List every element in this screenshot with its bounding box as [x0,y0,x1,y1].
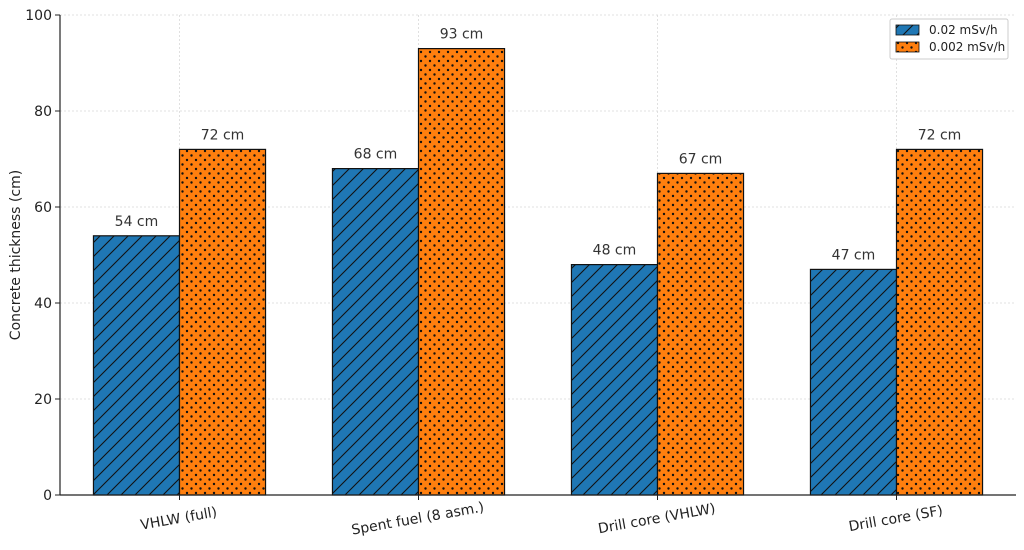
y-tick-label: 80 [34,104,52,120]
bar-value-label: 72 cm [201,127,245,143]
y-tick-label: 0 [43,488,52,504]
x-category-label: Drill core (VHLW) [597,501,717,537]
legend-box [889,18,1009,60]
bar-series-1 [331,168,420,496]
bar-series-2 [656,172,745,496]
bar-series-2 [178,148,267,496]
y-tick-label: 40 [34,296,52,312]
bars [92,47,984,496]
bar-series-2 [417,47,506,496]
y-tick-label: 100 [25,8,52,24]
bar-value-label: 93 cm [440,27,484,43]
x-category-label: VHLW (full) [139,504,218,533]
x-category-label: Spent fuel (8 asm.) [350,500,485,539]
bar-value-label: 67 cm [679,151,723,167]
bar-value-label: 68 cm [354,147,398,163]
legend-label-series-1: 0.02 mSv/h [929,23,998,37]
bar-value-label: 72 cm [918,127,962,143]
bar-series-1 [570,264,659,496]
axes [59,15,1016,496]
legend-swatch-series-1 [895,24,920,36]
x-category-label: Drill core (SF) [847,503,944,535]
bar-series-1 [809,268,898,496]
bar-value-label: 47 cm [832,247,876,263]
bar-series-1 [92,235,181,496]
bar-value-label: 48 cm [593,243,637,259]
y-tick-label: 20 [34,392,52,408]
data-labels: 54 cm 72 cm 68 cm 93 cm 48 cm 67 cm 47 cm 72 cm [115,27,962,264]
y-ticks: 0 20 40 60 80 100 [25,8,897,504]
legend-swatch-series-2 [895,41,920,53]
bar-value-label: 54 cm [115,214,159,230]
legend: 0.02 mSv/h 0.002 mSv/h [889,18,1009,60]
y-tick-label: 60 [34,200,52,216]
x-category-labels: VHLW (full) Spent fuel (8 asm.) Drill core… [139,500,944,539]
bar-series-2 [895,148,984,496]
legend-label-series-2: 0.002 mSv/h [929,40,1005,54]
y-axis-title: Concrete thickness (cm) [8,170,24,340]
